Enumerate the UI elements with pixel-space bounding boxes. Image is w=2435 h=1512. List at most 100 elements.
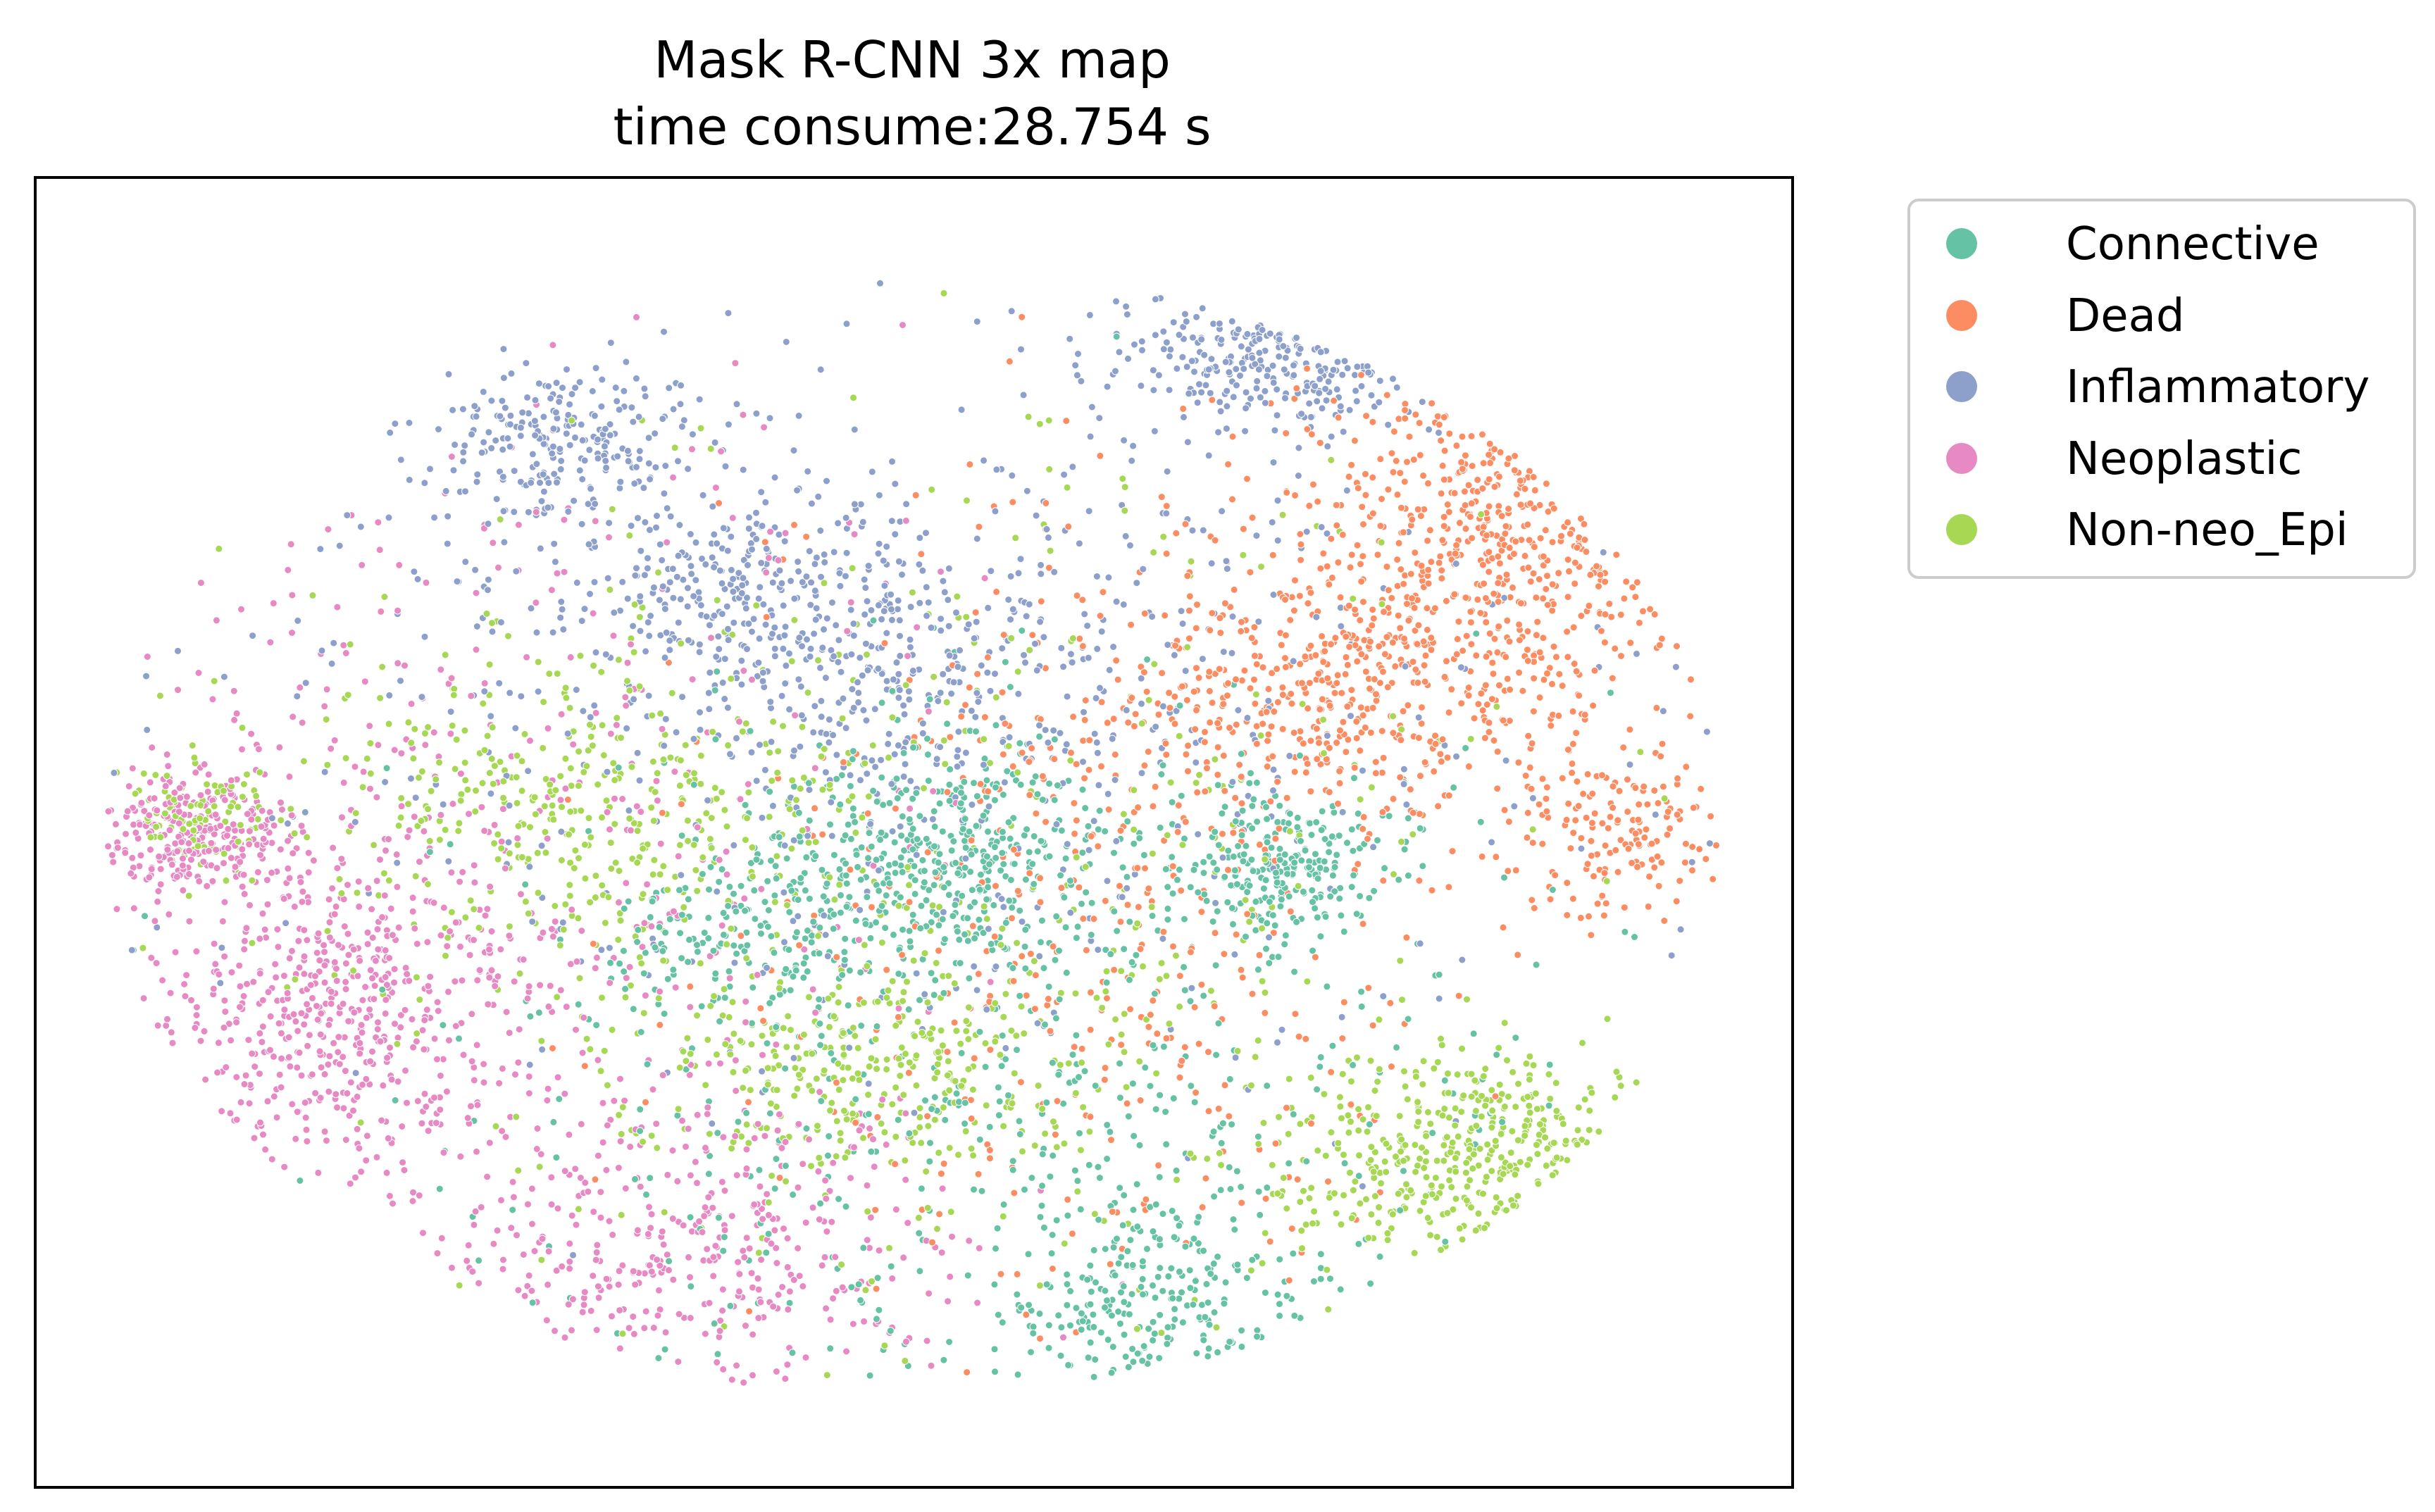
point-non-neo-epi (999, 1122, 1008, 1130)
point-dead (1571, 816, 1580, 825)
point-neoplastic (228, 968, 236, 977)
point-non-neo-epi (1374, 1218, 1383, 1227)
point-neoplastic (625, 1324, 633, 1332)
point-dead (923, 1112, 932, 1120)
point-dead (1208, 396, 1216, 404)
point-neoplastic (263, 876, 271, 885)
point-non-neo-epi (649, 870, 657, 879)
point-dead (1388, 449, 1396, 458)
point-inflammatory (692, 576, 700, 585)
point-non-neo-epi (1409, 830, 1417, 839)
point-inflammatory (715, 645, 723, 654)
point-inflammatory (967, 706, 976, 715)
point-non-neo-epi (1443, 1133, 1451, 1142)
point-non-neo-epi (923, 1204, 932, 1212)
point-dead (1590, 666, 1599, 675)
point-inflammatory (643, 564, 652, 573)
point-connective (1316, 1063, 1324, 1071)
point-neoplastic (510, 977, 518, 986)
point-inflammatory (1389, 375, 1397, 383)
point-neoplastic (629, 1267, 637, 1275)
point-connective (799, 973, 808, 982)
point-neoplastic (553, 569, 561, 577)
point-neoplastic (154, 887, 163, 895)
point-dead (1587, 931, 1595, 939)
point-neoplastic (605, 1282, 614, 1291)
point-inflammatory (785, 705, 794, 713)
point-non-neo-epi (682, 771, 690, 780)
point-inflammatory (858, 671, 866, 680)
point-neoplastic (109, 858, 118, 866)
point-neoplastic (156, 880, 165, 889)
point-dead (1149, 802, 1157, 811)
point-dead (1582, 548, 1590, 556)
point-inflammatory (1092, 573, 1101, 580)
point-dead (737, 932, 745, 940)
point-non-neo-epi (1426, 1231, 1435, 1239)
point-dead (1468, 462, 1476, 470)
point-neoplastic (409, 907, 417, 916)
point-inflammatory (1112, 597, 1121, 606)
point-non-neo-epi (935, 1149, 943, 1157)
point-connective (574, 1000, 583, 1008)
point-neoplastic (236, 858, 244, 866)
point-inflammatory (805, 547, 814, 556)
point-connective (930, 881, 938, 889)
point-non-neo-epi (837, 1261, 846, 1269)
point-connective (1252, 778, 1261, 787)
point-non-neo-epi (1467, 1070, 1476, 1078)
point-non-neo-epi (799, 1030, 808, 1039)
point-dead (1609, 804, 1617, 812)
point-connective (1057, 826, 1066, 835)
point-connective (1111, 1271, 1119, 1280)
point-dead (1362, 470, 1369, 478)
point-connective (1233, 880, 1241, 889)
point-inflammatory (895, 670, 903, 678)
point-dead (1096, 451, 1104, 460)
point-inflammatory (492, 495, 501, 504)
point-dead (1228, 495, 1236, 504)
point-inflammatory (945, 651, 954, 660)
point-non-neo-epi (1007, 1027, 1016, 1035)
point-inflammatory (1066, 908, 1075, 917)
point-dead (1369, 473, 1377, 482)
point-neoplastic (722, 847, 730, 856)
point-non-neo-epi (771, 898, 779, 906)
point-non-neo-epi (566, 704, 574, 712)
point-connective (764, 923, 772, 931)
point-neoplastic (288, 591, 297, 599)
point-connective (955, 935, 964, 944)
point-dead (1532, 594, 1540, 602)
point-neoplastic (300, 926, 309, 935)
point-non-neo-epi (342, 754, 350, 763)
point-inflammatory (936, 689, 945, 697)
point-neoplastic (180, 980, 189, 988)
point-dead (1238, 676, 1246, 685)
point-inflammatory (972, 618, 980, 626)
point-dead (1626, 639, 1635, 647)
point-inflammatory (1002, 1044, 1010, 1052)
point-dead (1445, 708, 1453, 717)
point-connective (1090, 1323, 1098, 1331)
point-neoplastic (409, 894, 417, 902)
point-dead (1436, 750, 1445, 758)
point-inflammatory (752, 777, 761, 785)
point-dead (1437, 437, 1445, 445)
point-dead (1107, 1136, 1115, 1144)
point-connective (857, 875, 865, 884)
point-dead (1081, 716, 1089, 724)
point-dead (1445, 883, 1453, 892)
point-non-neo-epi (485, 769, 494, 777)
point-non-neo-epi (1344, 1111, 1352, 1120)
point-dead (963, 1368, 971, 1377)
point-neoplastic (342, 959, 350, 968)
point-dead (1539, 634, 1547, 642)
point-inflammatory (1073, 371, 1081, 380)
point-neoplastic (847, 1174, 854, 1182)
point-non-neo-epi (659, 862, 668, 870)
point-inflammatory (636, 627, 644, 635)
point-non-neo-epi (863, 651, 871, 658)
point-non-neo-epi (1117, 967, 1126, 975)
point-dead (1427, 634, 1436, 642)
point-inflammatory (527, 604, 535, 613)
